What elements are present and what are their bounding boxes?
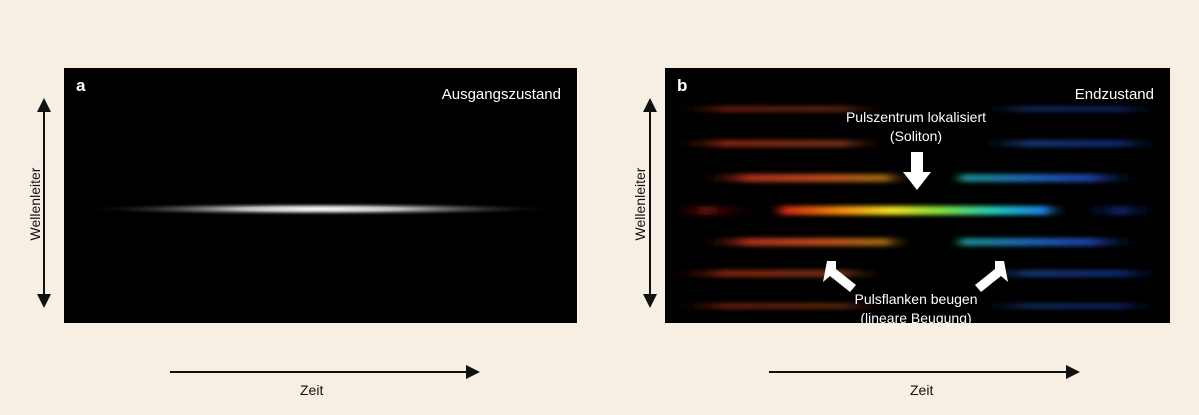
panel-a-pulse-graphic	[80, 202, 560, 216]
waveguide-row-center	[665, 206, 1170, 215]
right-arrow-icon	[769, 365, 1080, 379]
waveguide-row-5	[695, 238, 1145, 246]
annotation-soliton-line2: (Soliton)	[889, 128, 943, 144]
panel-b-field: b Endzustand Pulszentrum lokalisiert (So…	[665, 68, 1170, 323]
panel-a-x-axis-label: Zeit	[300, 382, 324, 398]
panel-b-x-axis-label: Zeit	[910, 382, 934, 398]
input-pulse	[80, 202, 560, 216]
panel-b-state-label: Endzustand	[1074, 86, 1154, 103]
diagonal-arrow-icon	[975, 261, 1008, 292]
annotation-soliton-line1: Pulszentrum lokalisiert	[845, 109, 987, 125]
double-headed-vertical-arrow-icon	[37, 98, 51, 308]
double-headed-vertical-arrow-icon	[643, 98, 657, 308]
panel-b-y-axis-label: Wellenleiter	[632, 167, 648, 241]
panel-a-field: a Ausgangszustand	[64, 68, 577, 323]
annotation-diffraction-line2: (lineare Beugung)	[860, 310, 972, 323]
annotation-soliton: Pulszentrum lokalisiert (Soliton)	[811, 108, 1021, 146]
waveguide-row-7	[665, 303, 1170, 309]
annotation-diffraction: Pulsflanken beugen (lineare Beugung)	[811, 290, 1021, 323]
panel-b-pulse-graphic	[665, 106, 1170, 309]
down-arrow-icon	[903, 152, 931, 190]
panel-b-letter: b	[677, 76, 688, 95]
waveguide-row-6	[665, 270, 1170, 277]
waveguide-row-1	[665, 106, 1170, 112]
waveguide-row-2	[665, 140, 1170, 147]
panel-a-letter: a	[76, 76, 86, 95]
diagonal-arrow-icon	[823, 261, 856, 292]
right-arrow-icon	[170, 365, 480, 379]
panel-a-state-label: Ausgangszustand	[441, 86, 561, 103]
annotation-diffraction-line1: Pulsflanken beugen	[854, 291, 978, 307]
